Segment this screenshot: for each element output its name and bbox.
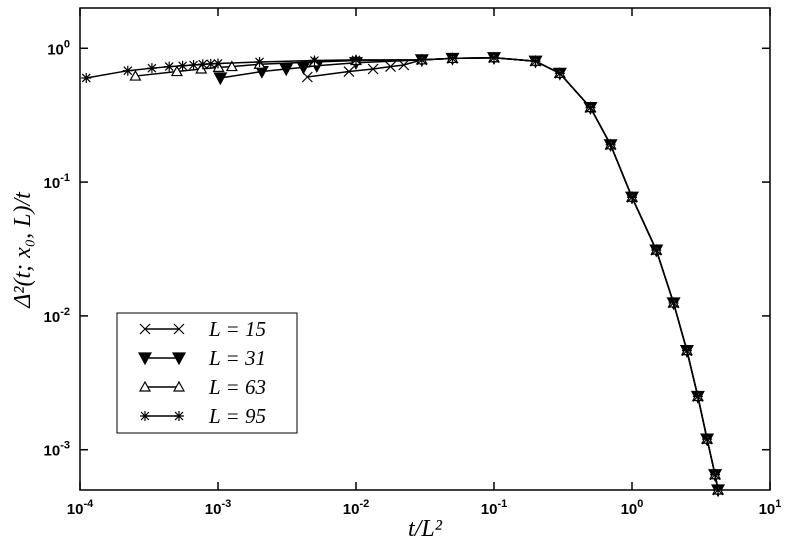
tick-exponent: -3 (60, 440, 70, 452)
tick-exponent: 0 (637, 498, 643, 510)
marker (195, 62, 208, 74)
series-line (307, 56, 719, 491)
marker (213, 58, 223, 69)
tick-base: 10 (44, 309, 61, 326)
marker (139, 323, 151, 335)
x-tick-label: 10-1 (481, 498, 507, 518)
marker (205, 58, 216, 69)
legend-label: L = 63 (208, 375, 266, 399)
marker (385, 61, 396, 72)
x-tick-label: 10-3 (205, 498, 231, 518)
tick-exponent: 0 (64, 38, 70, 50)
tick-base: 10 (343, 501, 360, 518)
marker (81, 72, 92, 83)
y-tick-label: 100 (47, 38, 70, 58)
y-tick-label: 10-2 (44, 306, 70, 326)
marker (681, 345, 692, 356)
tick-base: 10 (481, 501, 498, 518)
marker (171, 352, 187, 366)
tick-exponent: -2 (359, 498, 369, 510)
marker (702, 434, 713, 445)
marker (343, 66, 355, 77)
marker (138, 380, 152, 392)
marker (530, 56, 541, 67)
marker (172, 380, 186, 392)
y-tick-label: 10-3 (44, 440, 70, 460)
marker (605, 139, 616, 150)
tick-exponent: -1 (60, 172, 70, 184)
marker (447, 53, 458, 64)
marker (416, 54, 427, 65)
marker (554, 68, 565, 79)
marker (174, 411, 184, 421)
marker (140, 411, 150, 421)
legend-label: L = 31 (208, 346, 266, 370)
tick-exponent: -3 (221, 498, 231, 510)
marker (668, 297, 679, 308)
marker (713, 485, 724, 495)
legend: L = 15 L = 31 L = 63 L = 95 (116, 312, 298, 434)
tick-base: 10 (205, 501, 222, 518)
legend-label: L = 15 (208, 317, 266, 341)
marker (309, 55, 320, 66)
tick-exponent: -1 (497, 498, 507, 510)
marker (627, 192, 637, 203)
tick-base: 10 (47, 41, 64, 58)
marker (398, 59, 410, 71)
legend-box (116, 312, 298, 434)
marker (146, 63, 157, 74)
marker (692, 391, 703, 402)
tick-base: 10 (759, 501, 776, 518)
marker (173, 323, 185, 335)
tick-exponent: -4 (83, 498, 94, 510)
marker (279, 63, 294, 77)
x-tick-label: 100 (621, 498, 644, 518)
marker (129, 69, 142, 81)
tick-base: 10 (621, 501, 638, 518)
legend-label: L = 95 (208, 404, 266, 428)
plot-frame (79, 7, 771, 491)
tick-base: 10 (44, 175, 61, 192)
marker (225, 60, 238, 72)
tick-exponent: 1 (775, 498, 781, 510)
marker (137, 352, 153, 366)
marker (177, 60, 188, 71)
marker (122, 65, 133, 76)
marker (213, 72, 228, 86)
x-tick-label: 101 (759, 498, 782, 518)
marker (651, 245, 662, 256)
marker (585, 102, 596, 113)
tick-base: 10 (67, 501, 84, 518)
marker (197, 59, 208, 70)
y-axis-label: Δ²(t; x₀, L)/t (10, 191, 36, 309)
tick-exponent: -2 (60, 306, 70, 318)
marker (351, 54, 361, 65)
marker (301, 71, 313, 83)
marker (489, 52, 499, 63)
x-tick-label: 10-4 (67, 498, 94, 518)
y-tick-label: 10-1 (44, 172, 70, 192)
marker (710, 469, 721, 480)
tick-base: 10 (44, 443, 61, 460)
marker (170, 65, 183, 77)
x-axis-label: t/L² (408, 516, 443, 542)
marker (188, 59, 199, 70)
marker (164, 61, 175, 72)
marker (254, 56, 265, 67)
x-tick-label: 10-2 (343, 498, 369, 518)
marker (367, 63, 379, 75)
